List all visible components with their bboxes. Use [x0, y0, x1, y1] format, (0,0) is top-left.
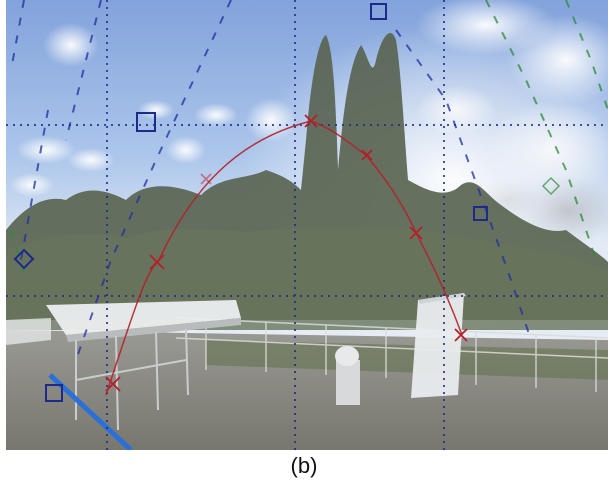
solar-panel-right [411, 293, 466, 398]
square-markers [45, 3, 488, 402]
green-tracks [10, 0, 608, 281]
instrument-post [335, 346, 360, 405]
sky-panorama-image [6, 0, 608, 450]
sun-path-markers [105, 114, 468, 392]
figure-caption: (b) [290, 453, 318, 478]
sun-path-arc [105, 120, 463, 396]
solar-rack [6, 300, 241, 431]
diamond-marker [13, 248, 35, 270]
green-diamond-marker [541, 176, 561, 196]
blue-pipe [48, 373, 133, 450]
